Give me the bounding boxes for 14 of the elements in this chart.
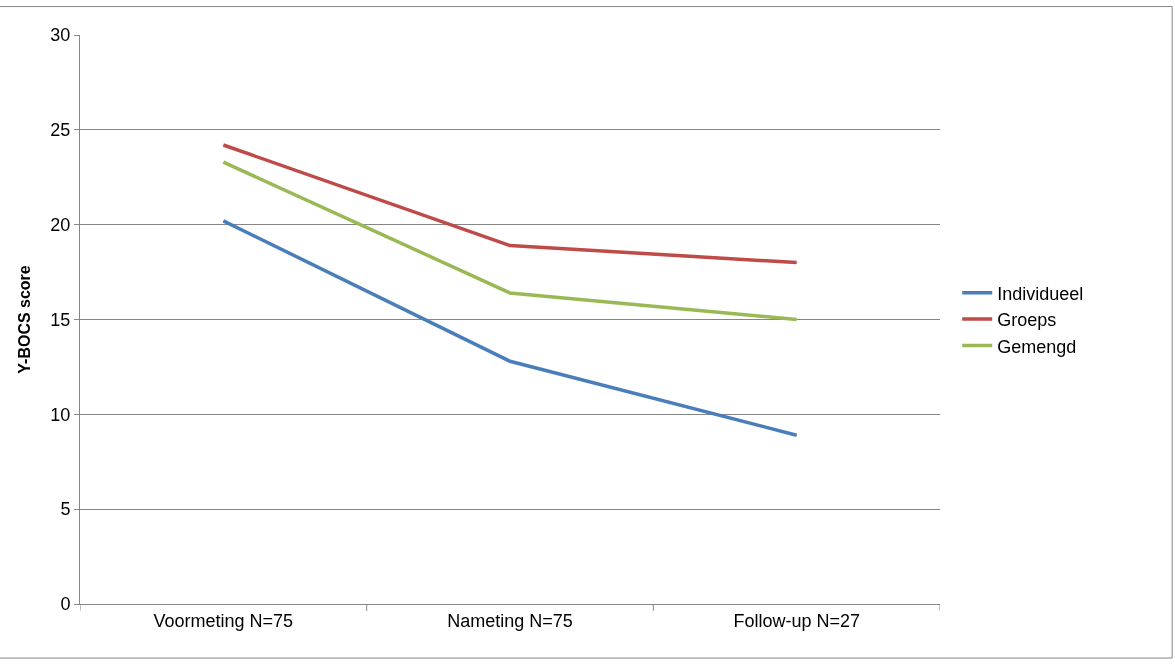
legend-label: Groeps	[997, 310, 1057, 331]
y-tick-label: 15	[50, 309, 71, 330]
legend-label: Individueel	[997, 283, 1084, 304]
y-tick-label: 0	[60, 594, 71, 615]
x-tick-label: Follow-up N=27	[733, 610, 860, 631]
legend-label: Gemengd	[997, 336, 1077, 357]
y-axis-title: Y-BOCS score	[16, 265, 34, 374]
y-tick-label: 25	[50, 120, 71, 141]
x-tick-label: Nameting N=75	[447, 610, 573, 631]
y-tick-label: 5	[60, 499, 71, 520]
y-tick-label: 30	[50, 25, 71, 46]
y-tick-label: 10	[50, 404, 71, 425]
x-tick-label: Voormeting N=75	[153, 610, 294, 631]
y-tick-label: 20	[50, 214, 71, 235]
